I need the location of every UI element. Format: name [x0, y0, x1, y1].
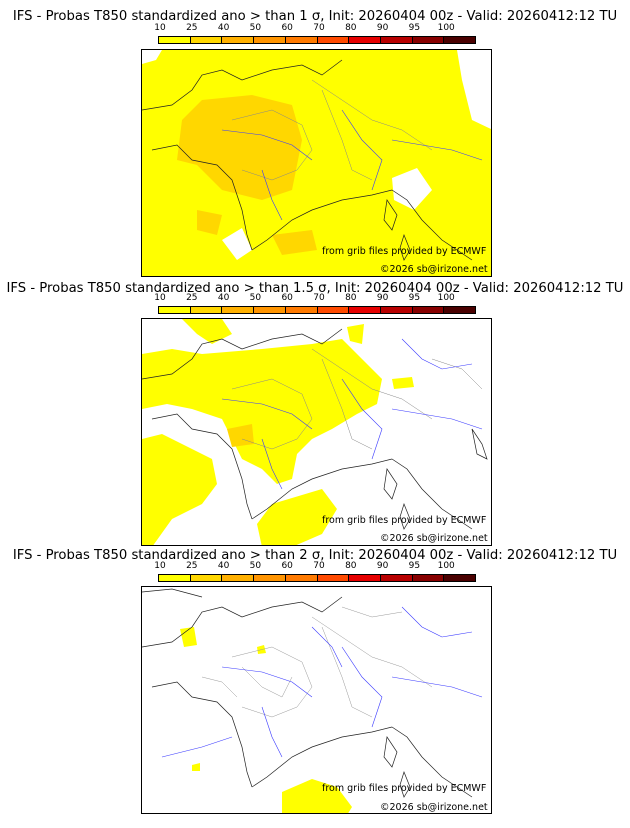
colorbar-swatch — [380, 37, 413, 43]
colorbar-tick-label: 80 — [345, 293, 357, 303]
colorbar-swatch — [444, 37, 476, 43]
colorbar-swatches — [158, 36, 476, 44]
map-svg — [142, 587, 491, 813]
colorbar-tick-label: 100 — [437, 561, 455, 571]
credit-text: from grib files provided by ECMWF — [322, 246, 487, 257]
colorbar-tick-label: 90 — [376, 293, 389, 303]
colorbar-swatch — [159, 307, 191, 313]
colorbar-swatches — [158, 574, 476, 582]
copyright-text: ©2026 sb@irizone.net — [380, 533, 488, 544]
colorbar-tick-label: 10 — [154, 561, 166, 571]
colorbar-swatch — [412, 307, 445, 313]
panel-3: IFS - Probas T850 standardized ano > tha… — [0, 548, 630, 828]
colorbar-swatch — [222, 575, 255, 581]
panel-title: IFS - Probas T850 standardized ano > tha… — [12, 9, 618, 24]
colorbar-swatch — [349, 37, 381, 43]
colorbar: 10 25 40 50 60 70 80 90 95 100 — [154, 293, 476, 321]
colorbar-swatch — [159, 575, 191, 581]
colorbar-labels: 10 25 40 50 60 70 80 90 95 100 — [154, 561, 476, 573]
colorbar-swatch — [444, 575, 476, 581]
map-svg — [142, 319, 491, 545]
colorbar-tick-label: 95 — [408, 293, 421, 303]
colorbar-swatch — [285, 307, 318, 313]
colorbar-swatch — [380, 575, 413, 581]
colorbar-tick-label: 95 — [408, 23, 421, 33]
colorbar-swatch — [190, 37, 223, 43]
colorbar-tick-label: 40 — [217, 293, 230, 303]
colorbar-swatch — [254, 37, 286, 43]
colorbar-tick-label: 90 — [376, 23, 389, 33]
panel-title: IFS - Probas T850 standardized ano > tha… — [12, 548, 618, 563]
probability-map — [141, 318, 492, 546]
colorbar-swatches — [158, 306, 476, 314]
colorbar: 10 25 40 50 60 70 80 90 95 100 — [154, 561, 476, 589]
colorbar-swatch — [285, 575, 318, 581]
colorbar-tick-label: 25 — [186, 23, 198, 33]
colorbar-tick-label: 100 — [437, 23, 455, 33]
colorbar-swatch — [285, 37, 318, 43]
colorbar-tick-label: 50 — [249, 561, 262, 571]
panel-2: IFS - Probas T850 standardized ano > tha… — [0, 278, 630, 548]
colorbar-tick-label: 95 — [408, 561, 421, 571]
probability-map — [141, 49, 492, 277]
panel-1: IFS - Probas T850 standardized ano > tha… — [0, 0, 630, 278]
colorbar-tick-label: 60 — [281, 23, 293, 33]
colorbar-tick-label: 70 — [313, 561, 325, 571]
colorbar-swatch — [190, 307, 223, 313]
colorbar-tick-label: 25 — [186, 561, 198, 571]
colorbar-swatch — [254, 307, 286, 313]
colorbar-tick-label: 50 — [249, 293, 262, 303]
colorbar-tick-label: 60 — [281, 561, 293, 571]
colorbar-tick-label: 90 — [376, 561, 389, 571]
colorbar-tick-label: 80 — [345, 23, 357, 33]
colorbar-swatch — [412, 37, 445, 43]
colorbar-swatch — [159, 37, 191, 43]
copyright-text: ©2026 sb@irizone.net — [380, 802, 488, 813]
colorbar: 10 25 40 50 60 70 80 90 95 100 — [154, 23, 476, 51]
colorbar-tick-label: 60 — [281, 293, 293, 303]
colorbar-swatch — [254, 575, 286, 581]
colorbar-tick-label: 70 — [313, 293, 325, 303]
colorbar-swatch — [349, 575, 381, 581]
colorbar-tick-label: 100 — [437, 293, 455, 303]
colorbar-swatch — [222, 307, 255, 313]
colorbar-tick-label: 40 — [217, 23, 230, 33]
copyright-text: ©2026 sb@irizone.net — [380, 264, 488, 275]
colorbar-swatch — [349, 307, 381, 313]
colorbar-tick-label: 80 — [345, 561, 357, 571]
colorbar-tick-label: 25 — [186, 293, 198, 303]
credit-text: from grib files provided by ECMWF — [322, 783, 487, 794]
probability-map — [141, 586, 492, 814]
colorbar-swatch — [380, 307, 413, 313]
colorbar-swatch — [317, 575, 350, 581]
colorbar-tick-label: 50 — [249, 23, 262, 33]
colorbar-labels: 10 25 40 50 60 70 80 90 95 100 — [154, 23, 476, 35]
colorbar-tick-label: 40 — [217, 561, 230, 571]
colorbar-swatch — [412, 575, 445, 581]
colorbar-swatch — [317, 307, 350, 313]
map-svg — [142, 50, 491, 276]
colorbar-tick-label: 70 — [313, 23, 325, 33]
colorbar-swatch — [317, 37, 350, 43]
colorbar-labels: 10 25 40 50 60 70 80 90 95 100 — [154, 293, 476, 305]
colorbar-tick-label: 10 — [154, 293, 166, 303]
colorbar-swatch — [222, 37, 255, 43]
credit-text: from grib files provided by ECMWF — [322, 515, 487, 526]
colorbar-swatch — [444, 307, 476, 313]
colorbar-swatch — [190, 575, 223, 581]
panel-title: IFS - Probas T850 standardized ano > tha… — [6, 281, 624, 296]
colorbar-tick-label: 10 — [154, 23, 166, 33]
